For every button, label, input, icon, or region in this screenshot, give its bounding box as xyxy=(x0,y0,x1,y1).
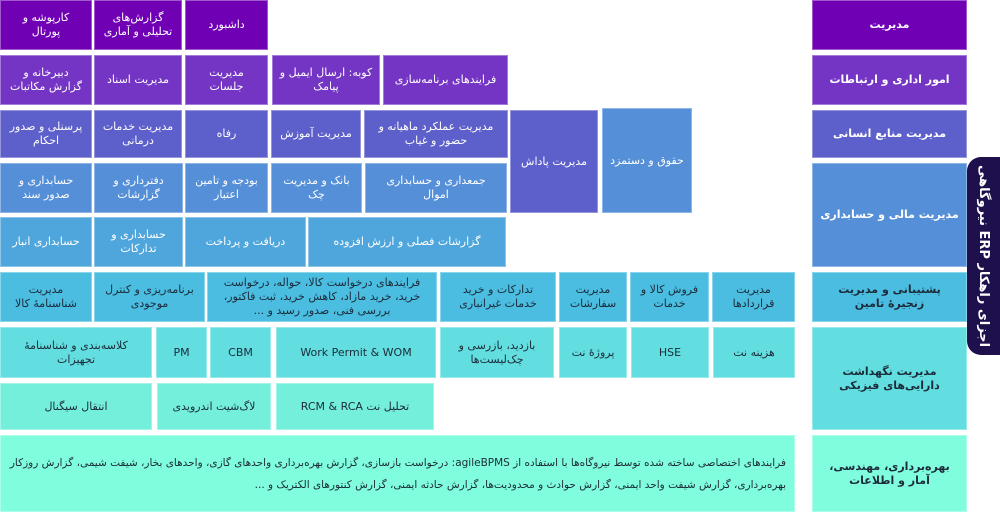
category-1[interactable]: امور اداری و ارتباطات xyxy=(812,55,967,105)
module-admin-1[interactable]: کوبه: ارسال ایمیل و پیامک xyxy=(272,55,380,105)
category-6[interactable]: بهره‌برداری، مهندسی، آمار و اطلاعات xyxy=(812,435,967,512)
module-maintenance-1-3[interactable]: بازدید، بازرسی و چک‌لیست‌ها xyxy=(440,327,554,378)
module-finance-2-3[interactable]: حسابداری انبار xyxy=(0,217,92,267)
category-5[interactable]: مدیریت نگهداشت دارایی‌های فیزیکی xyxy=(812,327,967,430)
module-supply-3[interactable]: تدارکات و خرید خدمات غیرانباری xyxy=(440,272,556,322)
module-finance-1-2[interactable]: بودجه و تامین اعتبار xyxy=(185,163,268,213)
module-admin-3[interactable]: مدیریت اسناد xyxy=(94,55,182,105)
module-management-1[interactable]: گزارش‌های تحلیلی و آماری xyxy=(94,0,182,50)
module-finance-1-4[interactable]: حسابداری و صدور سند xyxy=(0,163,92,213)
module-maintenance-1-7[interactable]: کلاسه‌بندی و شناسنامهٔ تجهیزات xyxy=(0,327,152,378)
module-finance-1-3[interactable]: دفترداری و گزارشات xyxy=(94,163,183,213)
module-supply-6[interactable]: مدیریت شناسنامهٔ کالا xyxy=(0,272,92,322)
module-supply-5[interactable]: برنامه‌ریزی و کنترل موجودی xyxy=(94,272,205,322)
category-0[interactable]: مدیریت xyxy=(812,0,967,50)
module-maintenance-1-5[interactable]: CBM xyxy=(210,327,271,378)
module-supply-4[interactable]: فرایندهای درخواست کالا، حواله، درخواست خ… xyxy=(207,272,437,322)
module-hr-1[interactable]: مدیریت پاداش xyxy=(510,110,598,213)
module-operations-custom-processes[interactable]: فرایندهای اختصاصی ساخته شده توسط نیروگاه… xyxy=(0,435,795,512)
module-maintenance-1-4[interactable]: Work Permit & WOM xyxy=(276,327,436,378)
side-tab-label: اجزای راهکار ERP نیروگاهی xyxy=(976,164,991,348)
module-hr-4[interactable]: رفاه xyxy=(185,110,268,158)
category-3[interactable]: مدیریت مالی و حسابداری xyxy=(812,163,967,267)
module-management-2[interactable]: کارپوشه و پورتال xyxy=(0,0,92,50)
module-finance-1-1[interactable]: بانک و مدیریت چک xyxy=(271,163,362,213)
module-supply-2[interactable]: مدیریت سفارشات xyxy=(559,272,627,322)
module-hr-2[interactable]: مدیریت عملکرد ماهیانه و حضور و غیاب xyxy=(364,110,508,158)
module-maintenance-2-1[interactable]: لاگ‌شیت اندرویدی xyxy=(157,383,271,430)
module-hr-3[interactable]: مدیریت آموزش xyxy=(271,110,361,158)
module-finance-2-2[interactable]: حسابداری و تدارکات xyxy=(94,217,183,267)
side-tab: اجزای راهکار ERP نیروگاهی xyxy=(967,157,1000,355)
module-maintenance-1-0[interactable]: هزینه نت xyxy=(713,327,795,378)
module-admin-4[interactable]: دبیرخانه و گزارش مکاتبات xyxy=(0,55,92,105)
module-maintenance-2-2[interactable]: انتقال سیگنال xyxy=(0,383,152,430)
module-hr-0[interactable]: حقوق و دستمزد xyxy=(602,108,692,213)
module-supply-1[interactable]: فروش کالا و خدمات xyxy=(630,272,709,322)
module-admin-2[interactable]: مدیریت جلسات xyxy=(185,55,268,105)
category-4[interactable]: پشتیبانی و مدیریت زنجیرهٔ تامین xyxy=(812,272,967,322)
module-maintenance-1-6[interactable]: PM xyxy=(156,327,207,378)
module-maintenance-1-2[interactable]: پروژهٔ نت xyxy=(559,327,627,378)
module-admin-0[interactable]: فرایندهای برنامه‌سازی xyxy=(383,55,508,105)
module-supply-0[interactable]: مدیریت قراردادها xyxy=(712,272,795,322)
module-finance-1-0[interactable]: جمعداری و حسابداری اموال xyxy=(365,163,507,213)
module-maintenance-1-1[interactable]: HSE xyxy=(631,327,709,378)
module-finance-2-1[interactable]: دریافت و پرداخت xyxy=(185,217,306,267)
category-2[interactable]: مدیریت منابع انسانی xyxy=(812,110,967,158)
module-finance-2-0[interactable]: گزارشات فصلی و ارزش افزوده xyxy=(308,217,506,267)
module-management-0[interactable]: داشبورد xyxy=(185,0,268,50)
module-hr-5[interactable]: مدیریت خدمات درمانی xyxy=(94,110,182,158)
module-hr-6[interactable]: پرسنلی و صدور احکام xyxy=(0,110,92,158)
module-maintenance-2-0[interactable]: تحلیل نت RCM & RCA xyxy=(276,383,434,430)
